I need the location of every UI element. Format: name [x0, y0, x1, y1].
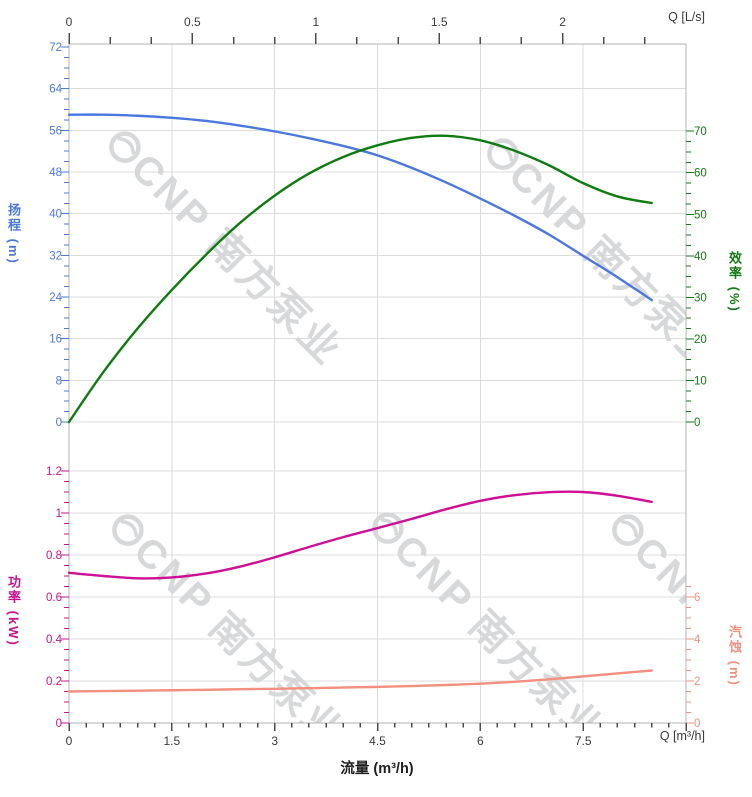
tick-label: 0 [66, 15, 73, 29]
cnp-logo-icon [109, 131, 141, 163]
tick-label: 0.8 [46, 550, 62, 562]
tick-label: 1.5 [163, 734, 180, 748]
gridlines [69, 44, 686, 723]
power-curve [67, 490, 653, 580]
tick-label: 4 [694, 634, 701, 646]
tick-label: 6 [694, 592, 700, 604]
tick-label: 0 [56, 417, 62, 429]
tick-label: 7.5 [575, 734, 592, 748]
watermark-instance: CNP 南方泵业 [109, 131, 350, 374]
efficiency-curve [67, 134, 653, 424]
cnp-logo-icon [612, 514, 644, 546]
tick-label: 2 [559, 15, 566, 29]
tick-label: 1 [312, 15, 319, 29]
flow-axis-title: 流量 (m³/h) [340, 761, 414, 777]
watermark-text: CNP 南方泵业 [500, 153, 728, 381]
watermark-text: CNP 南方泵业 [122, 146, 350, 374]
cnp-logo-icon [372, 512, 404, 544]
bottom-axis-unit-label: Q [m³/h] [659, 729, 705, 743]
tick-label: 0 [66, 734, 73, 748]
tick-label: 0.2 [46, 676, 62, 688]
npsh-axis-title: 汽蚀 (m) [727, 625, 742, 687]
tick-label: 2 [694, 676, 700, 688]
tick-label: 0.6 [46, 592, 62, 604]
tick-label: 1.5 [431, 15, 448, 29]
tick-label: 4.5 [369, 734, 386, 748]
cnp-logo-icon [112, 514, 144, 546]
head-axis-title: 扬程 (m) [6, 203, 21, 265]
tick-label: 0.4 [46, 634, 63, 646]
tick-label: 10 [694, 375, 707, 387]
tick-label: 70 [694, 126, 707, 138]
npsh-curve [67, 669, 653, 693]
watermark-instance: CNP 南方泵业 [372, 512, 613, 755]
tick-label: 6 [477, 734, 484, 748]
tick-label: 48 [49, 167, 62, 179]
efficiency-axis-title: 效率 (%) [727, 251, 742, 313]
watermark-instance: CNP 南方泵业 [112, 514, 353, 723]
tick-label: 1.2 [46, 466, 62, 478]
tick-label: 0.5 [184, 15, 201, 29]
tick-label: 8 [56, 375, 62, 387]
tick-label: 0 [694, 417, 700, 429]
tick-label: 1 [56, 508, 62, 520]
tick-label: 30 [694, 292, 707, 304]
tick-label: 20 [694, 334, 707, 346]
tick-label: 72 [49, 42, 62, 54]
power-axis-title: 功率 (kW) [6, 575, 21, 647]
tick-label: 40 [49, 209, 62, 221]
tick-labels: 08162432404856647200.20.40.60.811.201020… [46, 15, 707, 748]
tick-label: 16 [49, 334, 62, 346]
tick-label: 24 [49, 292, 62, 304]
tick-label: 56 [49, 125, 62, 137]
tick-label: 0 [694, 718, 700, 730]
tick-label: 50 [694, 209, 707, 221]
tick-label: 0 [56, 718, 62, 730]
watermark-text: CNP 南方泵业 [385, 527, 613, 755]
top-axis-unit-label: Q [L/s] [668, 10, 705, 24]
tick-label: 60 [694, 168, 707, 180]
tick-label: 32 [49, 250, 62, 262]
axis-ticks [61, 33, 694, 731]
tick-label: 3 [271, 734, 278, 748]
tick-label: 40 [694, 251, 707, 263]
tick-label: 64 [49, 84, 62, 96]
